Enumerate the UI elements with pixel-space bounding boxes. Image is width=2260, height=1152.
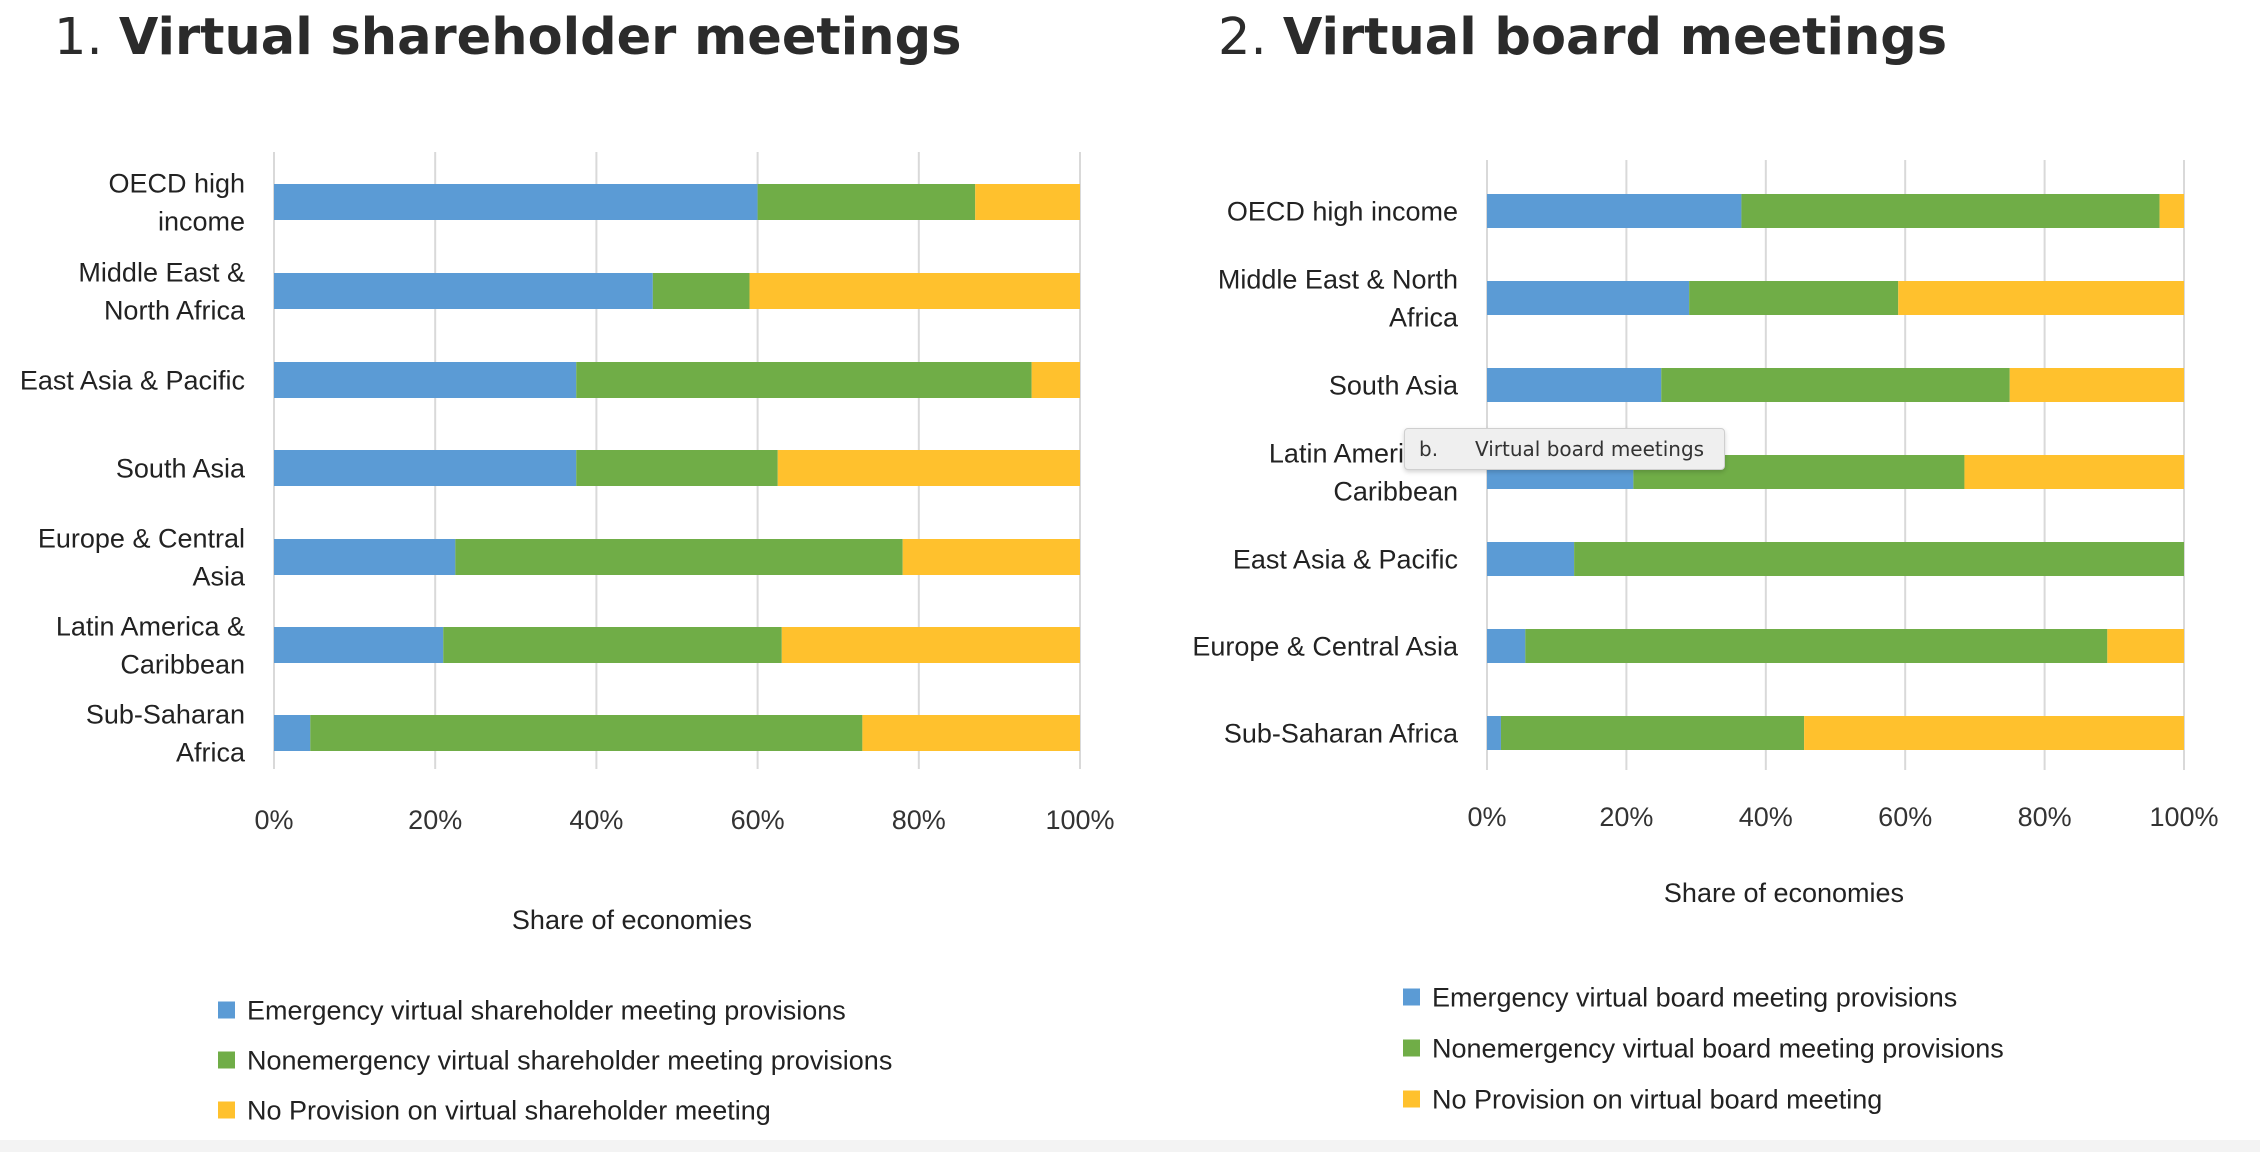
sh-bar-nonemergency: [576, 450, 778, 486]
bd-category-label: Africa: [1389, 302, 1459, 332]
chart2-number: 2.: [1218, 8, 1267, 67]
bd-legend-label: No Provision on virtual board meeting: [1432, 1084, 1882, 1114]
sh-category-label: income: [158, 206, 245, 236]
chart2-title-text: Virtual board meetings: [1282, 8, 1948, 67]
sh-x-tick-label: 60%: [731, 805, 785, 835]
bd-bar-nonemergency: [1574, 542, 2184, 576]
sh-legend-swatch: [218, 1101, 235, 1119]
sh-bar-emergency: [274, 627, 444, 663]
sh-bar-emergency: [274, 450, 577, 486]
bd-bar-emergency: [1487, 281, 1690, 315]
bd-bar-emergency: [1487, 629, 1526, 663]
sh-bar-nonemergency: [576, 362, 1032, 398]
sh-category-label: Europe & Central: [38, 523, 245, 553]
sh-legend-label: No Provision on virtual shareholder meet…: [247, 1095, 771, 1125]
sh-bar-no-provision: [862, 715, 1080, 751]
sh-category-label: Africa: [176, 737, 246, 767]
sh-category-label: North Africa: [104, 295, 246, 325]
bd-bar-nonemergency: [1741, 194, 2160, 228]
sh-x-axis-title: Share of economies: [512, 905, 752, 935]
sh-category-label: East Asia & Pacific: [20, 365, 245, 395]
chart1-number: 1.: [54, 8, 103, 67]
bd-category-label: Europe & Central Asia: [1192, 631, 1459, 661]
bottom-scroll-area: [0, 1140, 2260, 1152]
sh-bar-no-provision: [777, 450, 1080, 486]
bd-category-label: Sub-Saharan Africa: [1224, 718, 1459, 748]
bd-legend-swatch: [1403, 988, 1420, 1006]
sh-bar-emergency: [274, 184, 758, 220]
sh-legend-swatch: [218, 1001, 235, 1019]
bd-legend-swatch: [1403, 1039, 1420, 1057]
bd-category-label: East Asia & Pacific: [1233, 544, 1458, 574]
sh-x-tick-label: 40%: [569, 805, 623, 835]
sh-category-label: Sub-Saharan: [86, 699, 245, 729]
bd-bar-emergency: [1487, 194, 1742, 228]
sh-bar-no-provision: [781, 627, 1080, 663]
sh-legend-label: Emergency virtual shareholder meeting pr…: [247, 995, 846, 1025]
bd-bar-no-provision: [1964, 455, 2184, 489]
bd-category-label: Caribbean: [1333, 476, 1458, 506]
tooltip: b. Virtual board meetings: [1404, 428, 1725, 470]
sh-category-label: Caribbean: [120, 649, 245, 679]
sh-bar-emergency: [274, 539, 456, 575]
tooltip-prefix: b.: [1419, 437, 1439, 461]
bd-bar-emergency: [1487, 368, 1662, 402]
sh-category-label: Asia: [192, 561, 246, 591]
sh-bar-nonemergency: [757, 184, 976, 220]
bd-legend-label: Nonemergency virtual board meeting provi…: [1432, 1033, 2004, 1063]
sh-bar-nonemergency: [310, 715, 863, 751]
sh-bar-emergency: [274, 715, 311, 751]
sh-bar-no-provision: [749, 273, 1080, 309]
bd-x-tick-label: 100%: [2149, 802, 2218, 832]
chart-virtual-shareholder-meetings: 0% 20% 40% 60% 80% 100% OECD high income Middle …: [20, 152, 1115, 1125]
bd-bar-emergency: [1487, 716, 1501, 750]
sh-bar-emergency: [274, 273, 653, 309]
bd-category-label: OECD high income: [1227, 196, 1458, 226]
bd-x-tick-label: 20%: [1599, 802, 1653, 832]
bd-bar-nonemergency: [1500, 716, 1805, 750]
tooltip-text: Virtual board meetings: [1475, 437, 1705, 461]
sh-legend-swatch: [218, 1051, 235, 1069]
bd-bar-no-provision: [2159, 194, 2184, 228]
sh-category-label: OECD high: [108, 168, 245, 198]
bd-bar-no-provision: [2107, 629, 2184, 663]
bd-bar-nonemergency: [1661, 368, 2010, 402]
sh-bar-no-provision: [975, 184, 1080, 220]
bd-category-label: South Asia: [1329, 370, 1459, 400]
chart2-title: 2. Virtual board meetings: [1218, 8, 1947, 67]
sh-x-tick-label: 0%: [254, 805, 293, 835]
bd-bar-no-provision: [1898, 281, 2184, 315]
chart1-title: 1. Virtual shareholder meetings: [54, 8, 961, 67]
chart1-title-text: Virtual shareholder meetings: [118, 8, 962, 67]
sh-bar-emergency: [274, 362, 577, 398]
sh-bar-nonemergency: [443, 627, 782, 663]
bd-bar-nonemergency: [1525, 629, 2108, 663]
bd-x-tick-label: 60%: [1878, 802, 1932, 832]
sh-bar-nonemergency: [652, 273, 750, 309]
sh-bar-no-provision: [1031, 362, 1080, 398]
bd-bar-no-provision: [2009, 368, 2184, 402]
bd-legend-swatch: [1403, 1090, 1420, 1108]
bd-bar-nonemergency: [1689, 281, 1899, 315]
sh-bar-nonemergency: [455, 539, 903, 575]
bd-x-tick-label: 0%: [1467, 802, 1506, 832]
sh-x-tick-label: 100%: [1045, 805, 1114, 835]
bd-bar-no-provision: [1804, 716, 2184, 750]
sh-category-label: South Asia: [116, 453, 246, 483]
bd-x-tick-label: 80%: [2018, 802, 2072, 832]
bd-bar-emergency: [1487, 542, 1575, 576]
sh-legend-label: Nonemergency virtual shareholder meeting…: [247, 1045, 892, 1075]
sh-x-tick-label: 80%: [892, 805, 946, 835]
sh-category-label: Middle East &: [78, 257, 245, 287]
bd-legend-label: Emergency virtual board meeting provisio…: [1432, 982, 1957, 1012]
sh-bar-no-provision: [902, 539, 1080, 575]
bd-x-axis-title: Share of economies: [1664, 878, 1904, 908]
sh-category-label: Latin America &: [56, 611, 245, 641]
sh-x-tick-label: 20%: [408, 805, 462, 835]
bd-x-tick-label: 40%: [1739, 802, 1793, 832]
bd-category-label: Middle East & North: [1218, 264, 1458, 294]
